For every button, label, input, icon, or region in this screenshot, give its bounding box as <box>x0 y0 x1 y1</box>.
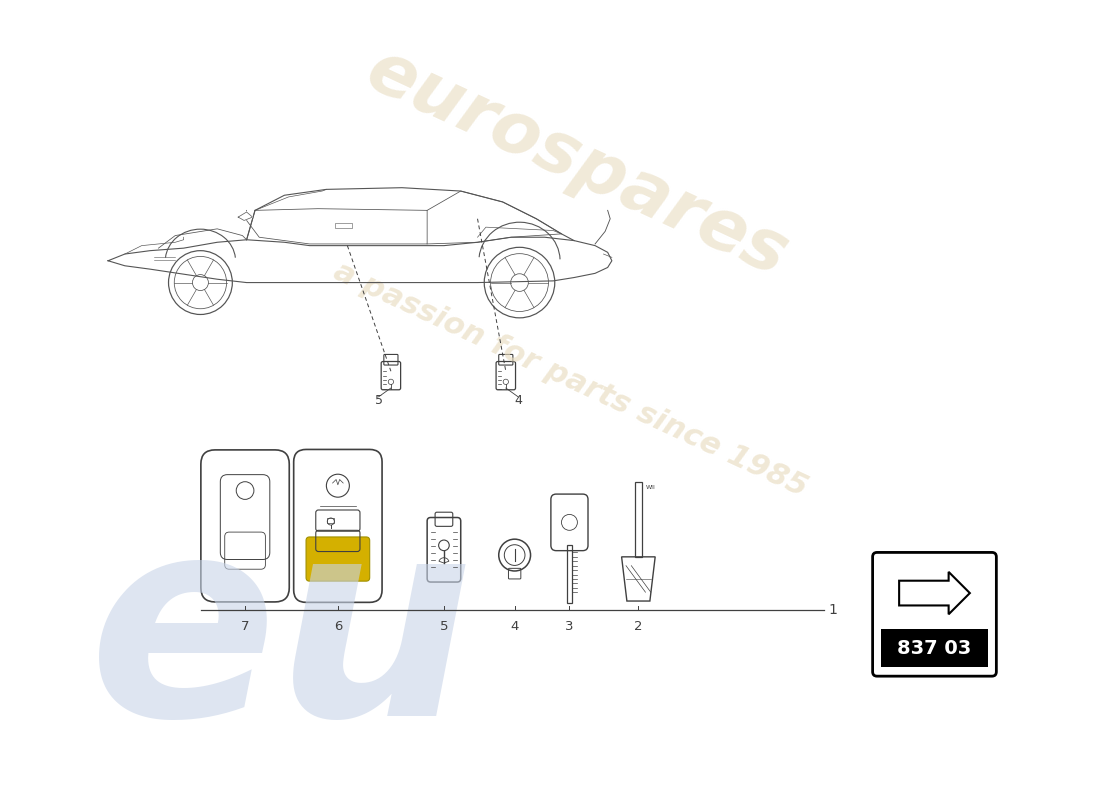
Text: eu: eu <box>89 504 475 774</box>
Text: 837 03: 837 03 <box>898 639 971 658</box>
Text: 2: 2 <box>634 621 642 634</box>
Text: 7: 7 <box>241 621 250 634</box>
Text: eurospares: eurospares <box>355 36 799 291</box>
Text: WII: WII <box>646 486 656 490</box>
Text: a passion for parts since 1985: a passion for parts since 1985 <box>329 257 812 503</box>
Bar <box>334 223 352 228</box>
Text: 5: 5 <box>374 394 383 407</box>
Text: 5: 5 <box>440 621 448 634</box>
Text: 3: 3 <box>565 621 574 634</box>
Text: 4: 4 <box>510 621 519 634</box>
Text: 1: 1 <box>828 603 837 617</box>
Text: 6: 6 <box>333 621 342 634</box>
FancyBboxPatch shape <box>306 537 370 581</box>
Polygon shape <box>899 572 970 614</box>
Bar <box>881 630 988 667</box>
Polygon shape <box>239 212 253 221</box>
Bar <box>328 518 334 523</box>
Bar <box>566 546 572 603</box>
Text: 4: 4 <box>514 394 522 407</box>
Bar <box>635 482 642 557</box>
FancyBboxPatch shape <box>872 553 997 676</box>
